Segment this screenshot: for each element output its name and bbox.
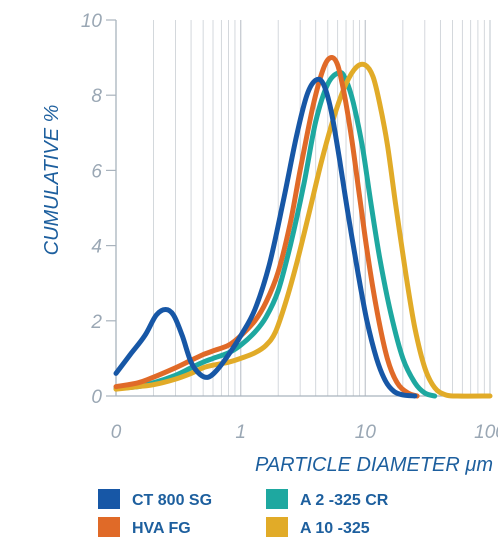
- legend-entry: HVA FG: [98, 517, 191, 537]
- series-line-hva-fg: [113, 55, 420, 399]
- x-tick-label: 1: [235, 422, 246, 443]
- y-axis-title: CUMULATIVE %: [41, 105, 63, 256]
- vertical-grid: [115, 20, 491, 396]
- y-tick-label: 4: [91, 237, 102, 258]
- axes: [115, 20, 490, 397]
- y-tick-labels: 0 2 4 6 8 10: [81, 11, 116, 408]
- legend-entry: CT 800 SG: [98, 489, 212, 509]
- series-line-ct-800-sg: [113, 76, 418, 399]
- legend-swatch: [266, 517, 288, 537]
- legend-label: CT 800 SG: [132, 492, 212, 509]
- x-axis-title: PARTICLE DIAMETER μm: [255, 454, 493, 476]
- legend-label: HVA FG: [132, 520, 191, 537]
- legend-swatch: [98, 517, 120, 537]
- y-tick-label: 10: [81, 11, 103, 32]
- x-tick-label: 10: [355, 422, 377, 443]
- x-tick-label: 0: [111, 422, 122, 443]
- x-tick-labels: 0 1 10 100: [111, 422, 498, 443]
- legend-entry: A 10 -325: [266, 517, 370, 537]
- y-tick-label: 2: [90, 312, 102, 333]
- legend-label: A 10 -325: [300, 520, 370, 537]
- legend: CT 800 SG A 2 -325 CR HVA FG A 10 -325: [98, 489, 389, 537]
- y-tick-label: 6: [91, 161, 102, 182]
- series-line-a-10-325: [113, 61, 493, 399]
- legend-swatch: [266, 489, 288, 509]
- legend-entry: A 2 -325 CR: [266, 489, 389, 509]
- y-tick-label: 8: [91, 86, 102, 107]
- y-tick-label: 0: [91, 387, 102, 408]
- series-lines: [113, 55, 493, 399]
- legend-swatch: [98, 489, 120, 509]
- legend-label: A 2 -325 CR: [300, 492, 389, 509]
- x-tick-label: 100: [474, 422, 498, 443]
